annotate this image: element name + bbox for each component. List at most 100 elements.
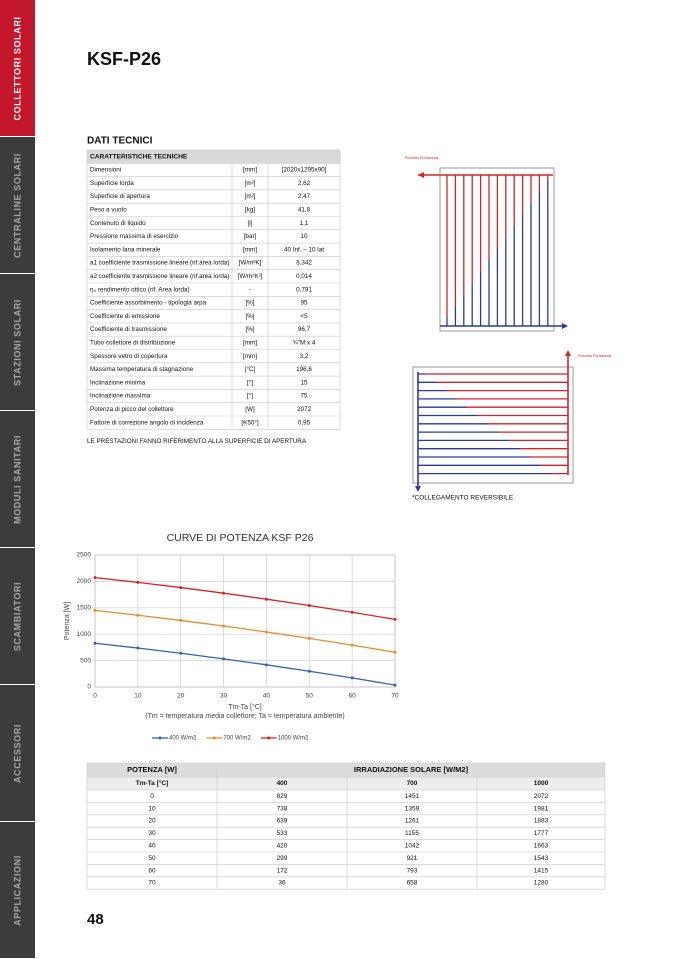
power-cell: 1981: [534, 805, 549, 812]
spec-name: Pressione massima di esercizio: [90, 233, 179, 240]
series-line: [94, 609, 396, 653]
power-subheader: Tm-Ta [°C]: [136, 779, 168, 787]
x-axis-label: Tm-Ta [°C]: [228, 703, 262, 711]
spec-unit: [°]: [247, 392, 253, 400]
power-cell: 921: [407, 855, 418, 862]
arrow: [565, 350, 571, 356]
spec-value: 2,47: [298, 193, 311, 200]
x-tick-label: 40: [263, 693, 271, 700]
y-tick-label: 2000: [77, 578, 92, 585]
spec-name: Isolamento lana minerale: [90, 246, 161, 253]
spec-unit: [W/m²K]: [239, 260, 262, 267]
x-axis-note: (Tm = temperatura media collettore; Ta =…: [145, 713, 344, 720]
legend-marker: [158, 736, 162, 740]
page-title: KSF-P26: [87, 49, 161, 69]
spec-name: Superficie di apertura: [90, 193, 150, 200]
spec-value: [2020x1295x90]: [282, 167, 327, 174]
sidebar-tab-label: COLLETTORI SOLARI: [12, 16, 22, 120]
power-cell: 50: [148, 855, 156, 862]
power-cell: 639: [277, 818, 288, 825]
spec-note: LE PRESTAZIONI FANNO RIFERIMENTO ALLA SU…: [87, 438, 307, 445]
spec-name: Superficie lorda: [90, 180, 134, 187]
legend-label: 1000 W/m2: [278, 736, 309, 742]
power-cell: 1359: [405, 805, 420, 812]
sidebar-tab: [0, 0, 35, 136]
spec-header-bg: [87, 150, 340, 164]
sidebar-tab-label: STAZIONI SOLARI: [12, 299, 22, 386]
spec-unit: [m²]: [245, 180, 256, 187]
spec-value: 41,8: [298, 207, 311, 214]
power-cell: 658: [407, 880, 418, 887]
spec-value: 0,791: [296, 286, 312, 293]
series-line: [94, 576, 396, 621]
spec-name: Fattore di correzione angolo di incidenz…: [90, 419, 204, 426]
data-point: [222, 591, 226, 595]
arrow: [415, 486, 421, 492]
power-subheader: 400: [277, 780, 288, 787]
power-subheader-bg: [87, 777, 605, 790]
spec-name: Dimensioni: [90, 167, 121, 174]
spec-value: <5: [300, 313, 308, 320]
spec-name: η₀ rendimento ottico (rif. Area lorda): [90, 286, 190, 293]
power-cell: 1261: [405, 818, 420, 825]
power-cell: 1543: [534, 855, 549, 862]
y-tick-label: 0: [87, 684, 91, 691]
arrow: [418, 172, 424, 178]
data-point: [393, 617, 397, 621]
spec-value: 95: [300, 300, 308, 307]
spec-name: Tubo collettore di distribuzione: [90, 340, 176, 347]
collector-frame: [439, 167, 555, 332]
spec-unit: [°C]: [245, 365, 256, 373]
spec-name: Inclinazione massima: [90, 393, 151, 400]
spec-header: CARATTERISTICHE TECNICHE: [90, 153, 188, 160]
data-point: [179, 618, 183, 622]
spec-unit: [mm]: [243, 167, 257, 174]
y-tick-label: 1000: [77, 631, 92, 638]
section-title: DATI TECNICI: [87, 136, 153, 147]
power-cell: 60: [148, 867, 156, 874]
spec-unit: [bar]: [244, 233, 257, 240]
spec-value: 0,014: [296, 273, 312, 280]
spec-value: 0,95: [298, 419, 311, 426]
data-point: [136, 613, 140, 617]
power-cell: 0: [150, 793, 154, 800]
chart-title: CURVE DI POTENZA KSF P26: [167, 532, 314, 544]
spec-unit: [K50°]: [241, 418, 258, 426]
power-cell: 1155: [405, 830, 419, 837]
power-cell: 420: [277, 843, 288, 850]
arrow: [562, 323, 568, 329]
spec-value: 75: [300, 393, 308, 400]
power-cell: 30: [148, 830, 156, 837]
spec-unit: [%]: [245, 313, 254, 320]
power-cell: 1663: [534, 843, 549, 850]
data-point: [393, 683, 397, 687]
data-point: [350, 610, 354, 614]
power-cell: 1451: [405, 793, 420, 800]
sidebar-tab-label: ACCESSORI: [12, 724, 22, 783]
sidebar-tab: [0, 822, 35, 958]
spec-name: Peso a vuoto: [90, 207, 127, 214]
spec-value: 96,7: [298, 326, 311, 333]
power-table-border: [86, 762, 606, 890]
spec-value: 15: [300, 379, 308, 386]
sidebar-tab: [0, 548, 35, 684]
x-tick-label: 10: [134, 693, 142, 700]
spec-name: Massima temperatura di stagnazione: [90, 366, 194, 373]
data-point: [136, 580, 140, 584]
power-cell: 1280: [534, 880, 549, 887]
collector-frame: [412, 366, 574, 484]
y-tick-label: 2500: [77, 552, 92, 559]
legend-marker: [267, 736, 271, 740]
power-cell: 1042: [405, 843, 420, 850]
spec-value: 3,2: [300, 353, 309, 360]
y-axis-label: Potenza [W]: [64, 602, 71, 640]
data-point: [264, 597, 268, 601]
power-cell: 20: [148, 818, 156, 825]
power-cell: 793: [407, 867, 418, 874]
spec-value: 196,6: [296, 366, 312, 373]
sidebar-tab-label: MODULI SANITARI: [12, 435, 22, 524]
spec-unit: [kg]: [245, 207, 255, 214]
x-tick-label: 30: [220, 693, 228, 700]
x-tick-label: 0: [93, 693, 97, 700]
data-point: [222, 624, 226, 628]
